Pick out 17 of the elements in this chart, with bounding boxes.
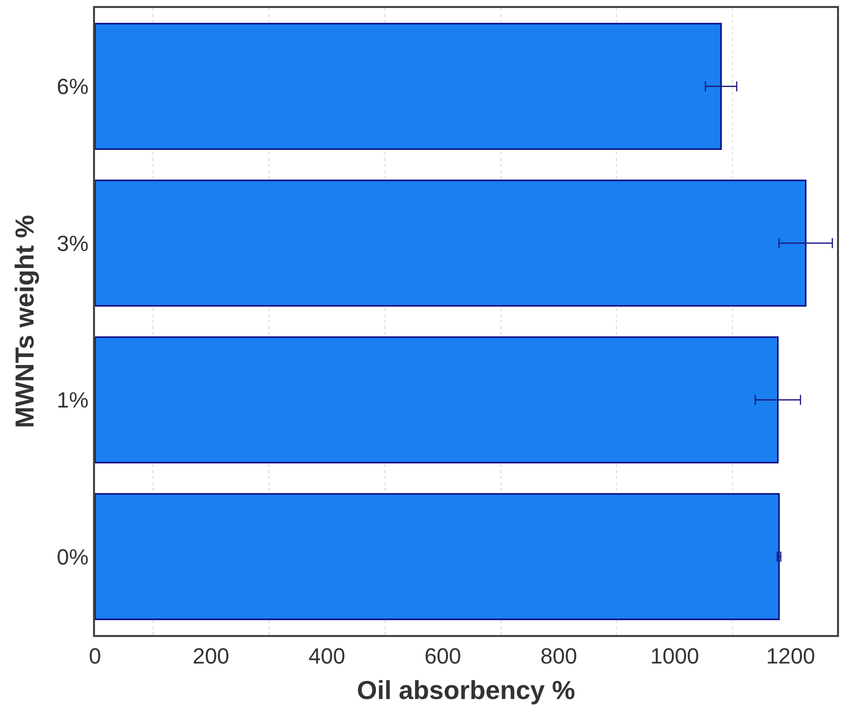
x-tick-label: 1000: [650, 643, 700, 668]
y-tick-label: 3%: [56, 230, 89, 256]
bar: [95, 493, 780, 620]
x-tick-label: 200: [192, 643, 230, 668]
x-tick-label: 1200: [766, 643, 816, 668]
x-tick-label: 600: [424, 643, 462, 668]
x-tick-label: 800: [540, 643, 578, 668]
bar: [95, 336, 779, 464]
y-tick-label: 6%: [56, 74, 89, 100]
bar: [95, 180, 806, 307]
x-axis-title: Oil absorbency %: [356, 675, 576, 705]
x-tick-label: 0: [88, 643, 102, 668]
y-tick-label: 1%: [56, 388, 89, 413]
y-axis-title: MWNTs weight %: [10, 214, 40, 428]
x-tick-label: 400: [308, 643, 346, 668]
y-tick-label: 0%: [56, 544, 89, 570]
bar: [95, 22, 722, 150]
